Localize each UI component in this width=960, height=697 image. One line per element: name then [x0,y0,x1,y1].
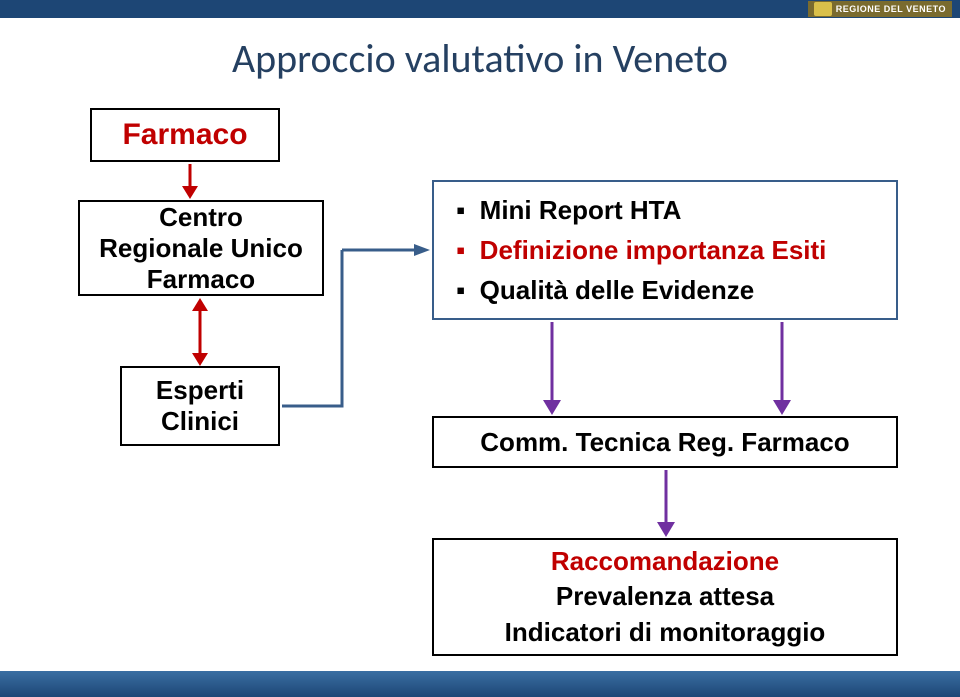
centro-line1: Centro [159,202,243,233]
arrow-ctr-to-rec [654,470,678,538]
header-bar: REGIONE DEL VENETO [0,0,960,18]
ctr-label: Comm. Tecnica Reg. Farmaco [480,427,849,458]
esperti-line2: Clinici [161,406,239,437]
esperti-line1: Esperti [156,375,244,406]
box-ctr: Comm. Tecnica Reg. Farmaco [432,416,898,468]
arrow-bullets-to-ctr-left [540,322,564,416]
slide: REGIONE DEL VENETO Approccio valutativo … [0,0,960,697]
box-farmaco: Farmaco [90,108,280,162]
arrow-farmaco-to-centro [178,164,202,200]
rec-line3: Indicatori di monitoraggio [505,615,826,650]
centro-line3: Farmaco [147,264,255,295]
centro-line2: Regionale Unico [99,233,303,264]
footer-bar [0,671,960,697]
bullet-2: ▪ Definizione importanza Esiti [456,230,826,270]
brand-text: REGIONE DEL VENETO [836,4,946,14]
box-bullets: ▪ Mini Report HTA ▪ Definizione importan… [432,180,898,320]
arrow-elbow-to-bullets [282,244,442,414]
box-esperti-clinici: Esperti Clinici [120,366,280,446]
bullet-1: ▪ Mini Report HTA [456,190,681,230]
bullet-3: ▪ Qualità delle Evidenze [456,270,754,310]
rec-line1: Raccomandazione [551,544,779,579]
arrow-bullets-to-ctr-right [770,322,794,416]
rec-line2: Prevalenza attesa [556,579,774,614]
brand-badge: REGIONE DEL VENETO [808,1,952,17]
box-raccomandazione: Raccomandazione Prevalenza attesa Indica… [432,538,898,656]
lion-icon [814,2,832,16]
box-farmaco-label: Farmaco [122,118,247,152]
arrow-centro-esperti-double [188,298,212,366]
slide-title: Approccio valutativo in Veneto [0,34,960,83]
